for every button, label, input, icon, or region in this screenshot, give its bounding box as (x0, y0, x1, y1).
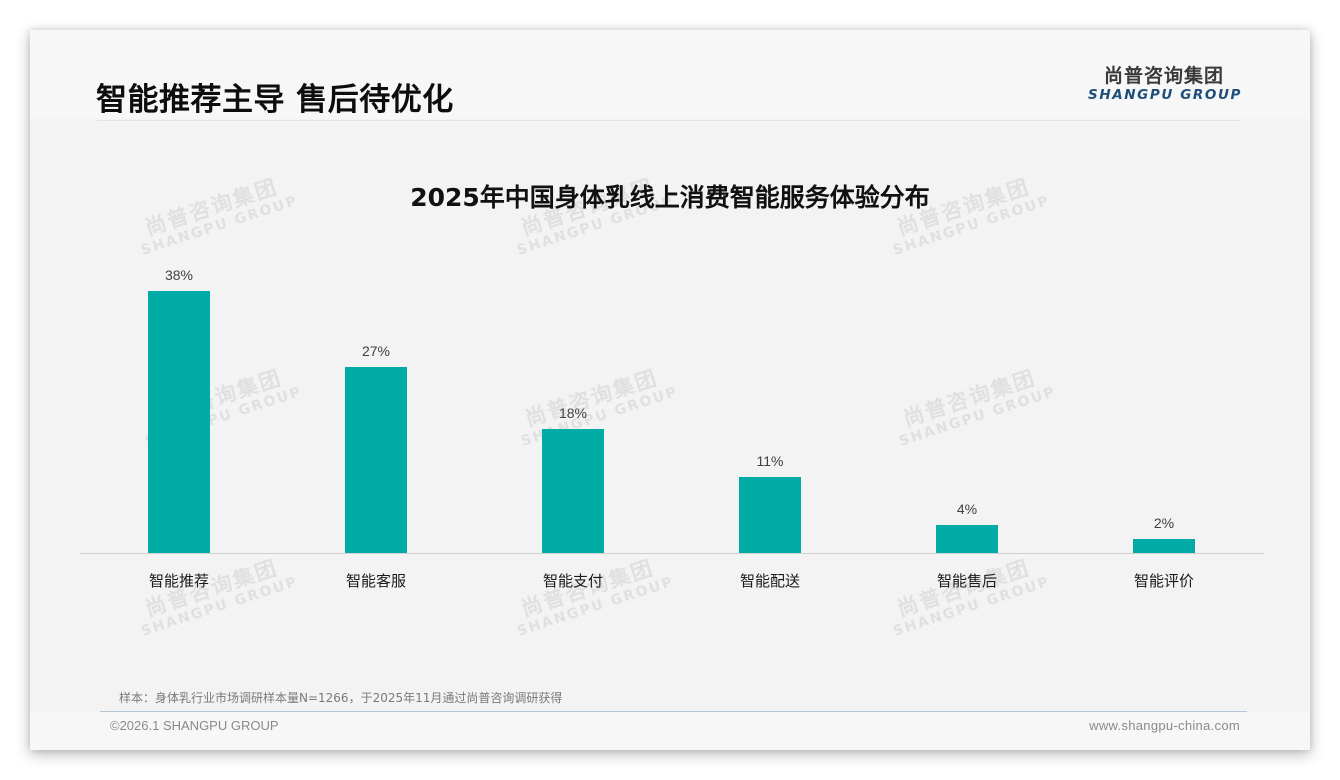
bar-value-label: 18% (558, 405, 588, 421)
watermark: 尚普咨询集团 SHANGPU GROUP (897, 365, 1059, 450)
category-label: 智能客服 (345, 572, 406, 590)
bar-5 (936, 525, 998, 553)
footer-divider (100, 711, 1247, 712)
company-logo: 尚普咨询集团 SHANGPU GROUP (1088, 65, 1240, 104)
watermark: 尚普咨询集团 SHANGPU GROUP (139, 555, 301, 640)
logo-english-text: SHANGPU GROUP (1088, 87, 1243, 103)
bar-6 (1133, 539, 1195, 553)
page-title: 智能推荐主导 售后待优化 (96, 82, 454, 118)
bar-value-label: 11% (756, 453, 784, 469)
x-axis-line (80, 553, 1264, 554)
slide: 智能推荐主导 售后待优化 尚普咨询集团 SHANGPU GROUP 尚普咨询集团… (30, 30, 1310, 750)
category-label: 智能配送 (739, 572, 800, 590)
category-label: 智能评价 (1133, 572, 1194, 590)
bar-1 (148, 291, 210, 553)
bar-3 (542, 429, 604, 553)
chart-title: 2025年中国身体乳线上消费智能服务体验分布 (410, 183, 930, 212)
category-label: 智能售后 (936, 572, 997, 590)
category-label: 智能推荐 (148, 572, 209, 590)
header-band (30, 30, 1310, 119)
sample-note: 样本：身体乳行业市场调研样本量N=1266，于2025年11月通过尚普咨询调研获… (119, 691, 563, 705)
bar-value-label: 4% (956, 501, 978, 517)
bar-value-label: 2% (1153, 515, 1175, 531)
category-label: 智能支付 (542, 572, 603, 590)
copyright-text: ©2026.1 SHANGPU GROUP (110, 718, 279, 733)
logo-chinese-text: 尚普咨询集团 (1103, 65, 1224, 87)
website-link[interactable]: www.shangpu-china.com (1089, 718, 1240, 733)
watermark: 尚普咨询集团 SHANGPU GROUP (891, 555, 1053, 640)
bar-2 (345, 367, 407, 553)
header-divider (97, 120, 1240, 121)
bar-value-label: 38% (164, 267, 194, 283)
bar-4 (739, 477, 801, 553)
watermark: 尚普咨询集团 SHANGPU GROUP (515, 555, 677, 640)
footer-band (30, 712, 1310, 750)
bar-value-label: 27% (361, 343, 391, 359)
